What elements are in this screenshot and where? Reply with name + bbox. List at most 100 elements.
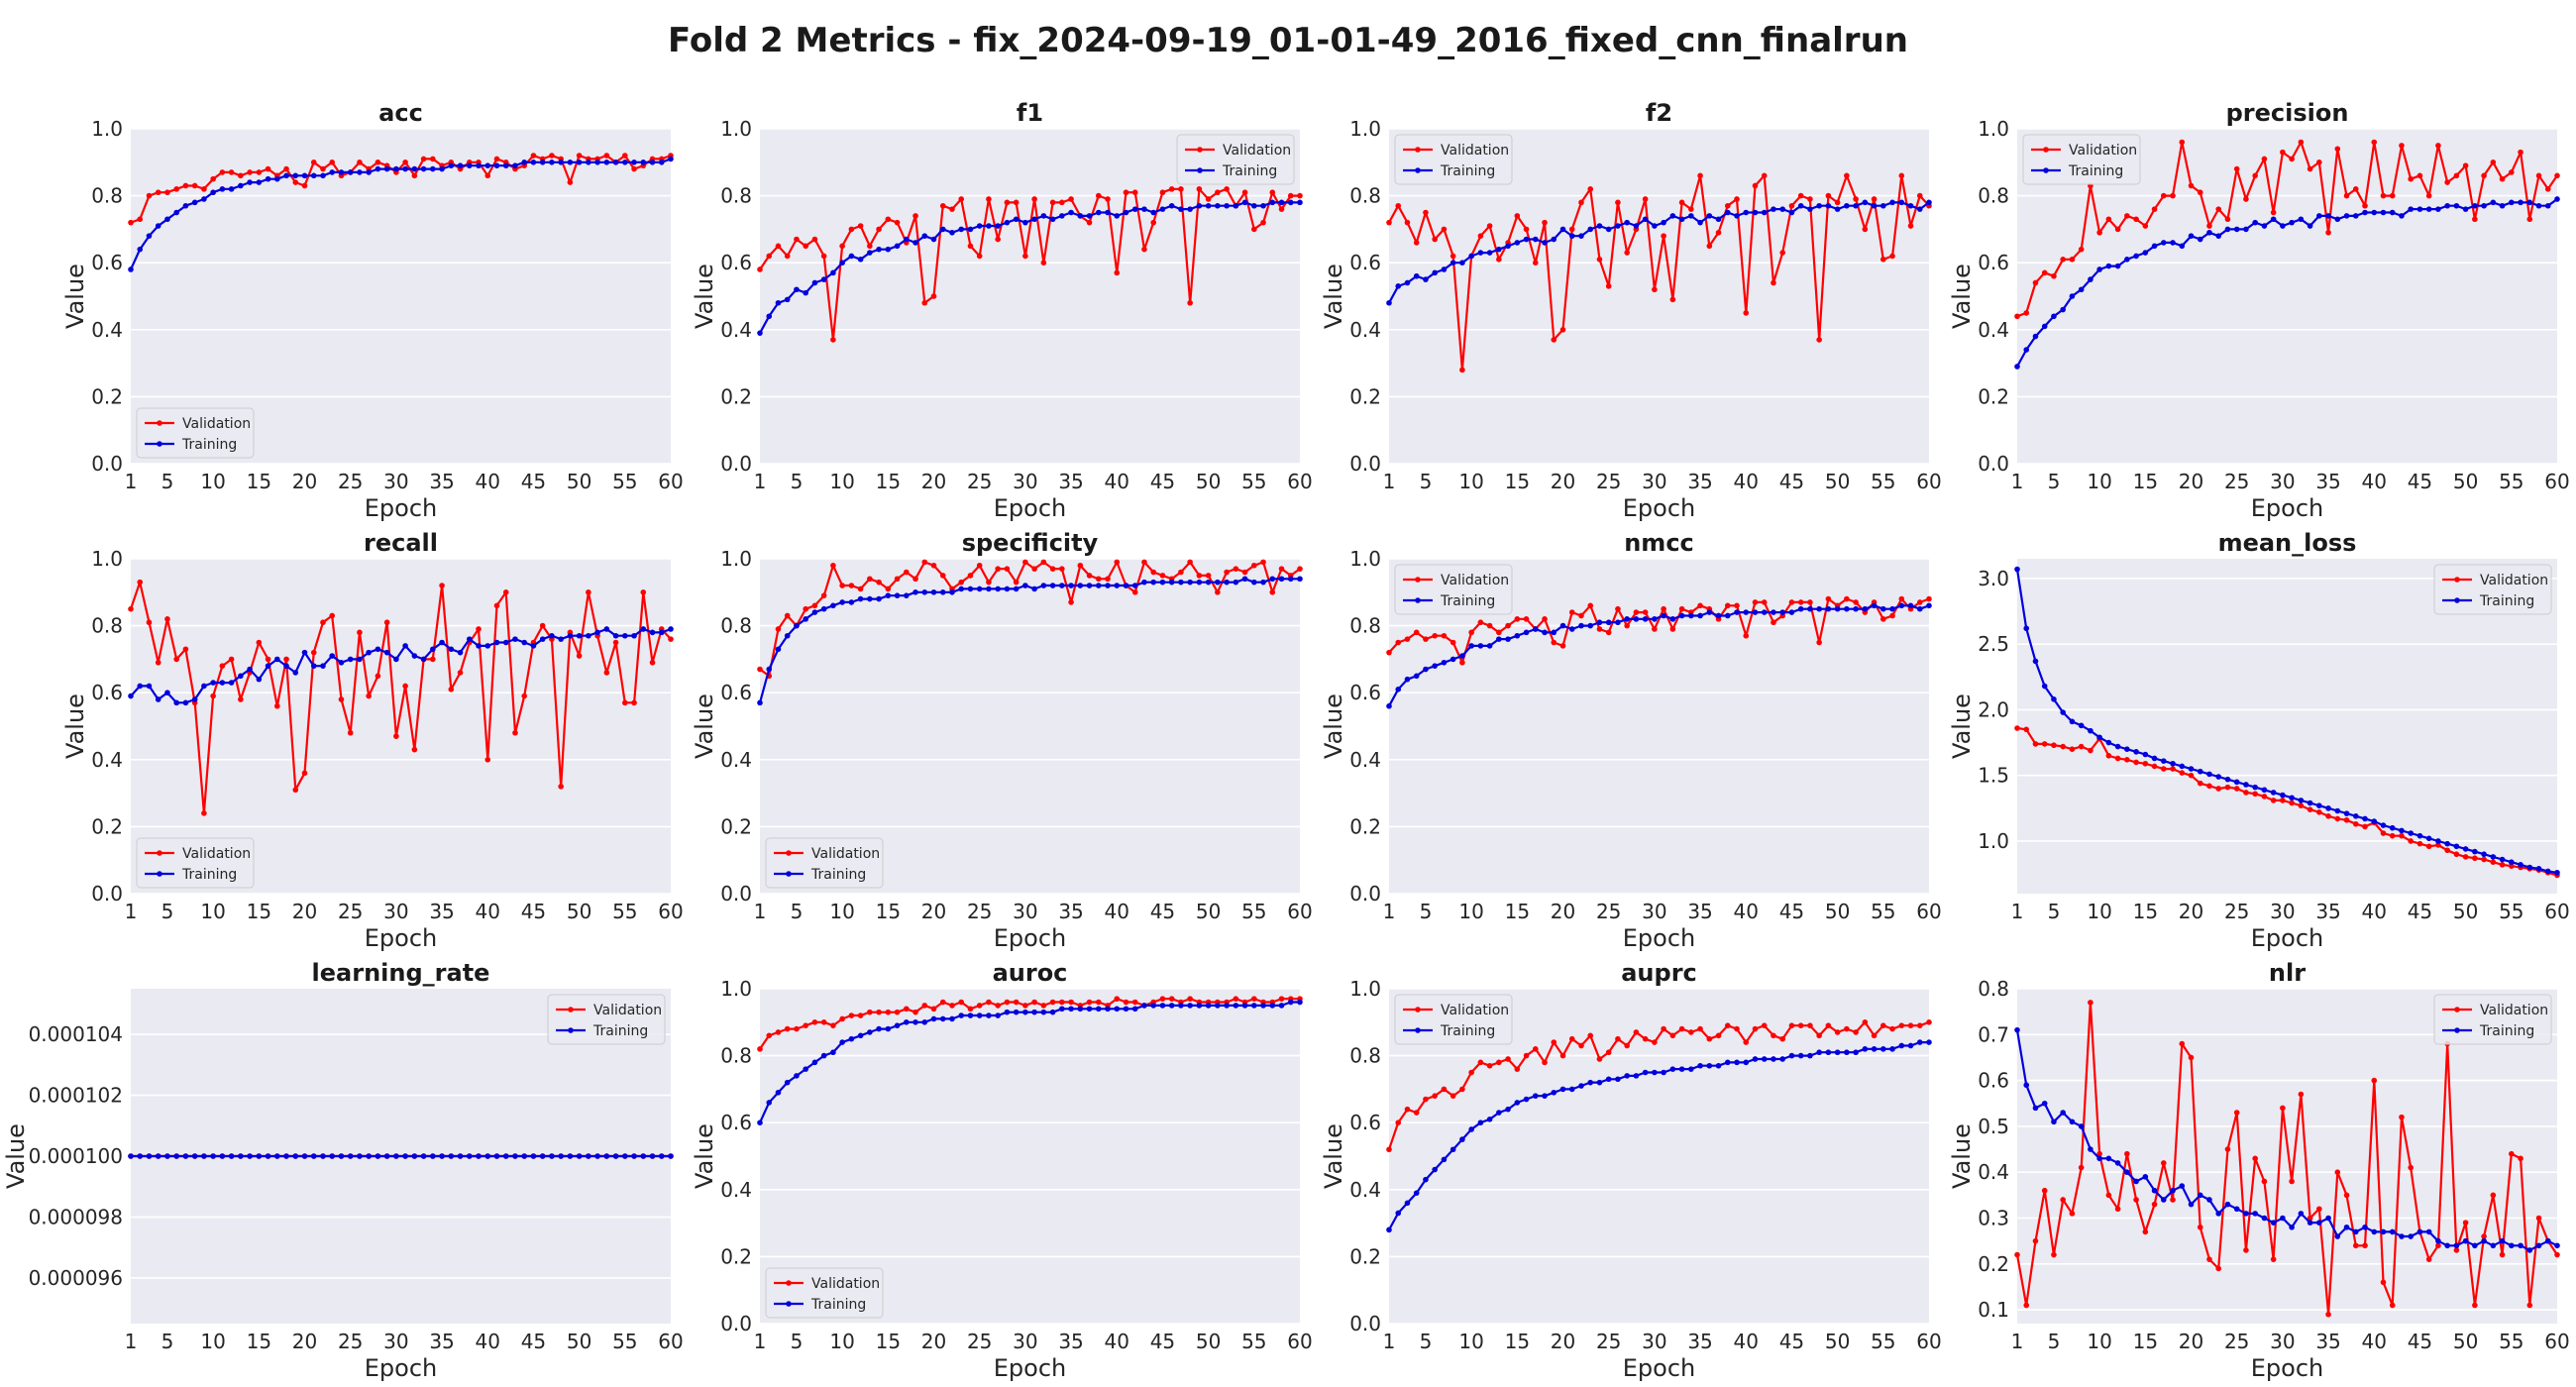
validation-point — [1413, 240, 1420, 246]
validation-point — [885, 216, 892, 223]
training-point — [1633, 223, 1640, 229]
validation-point — [1624, 250, 1630, 256]
training-point — [201, 1153, 207, 1159]
validation-point — [1278, 206, 1285, 212]
validation-point — [803, 605, 808, 612]
training-point — [2088, 1146, 2093, 1152]
training-point — [1486, 250, 1493, 256]
x-tick-label: 40 — [476, 470, 500, 493]
validation-point — [2371, 1077, 2378, 1084]
training-point — [347, 1153, 354, 1159]
x-tick-label: 1 — [754, 1330, 767, 1353]
validation-point — [2142, 223, 2149, 229]
x-tick-label: 50 — [567, 470, 591, 493]
validation-point — [1697, 1025, 1703, 1032]
x-tick-label: 35 — [1687, 900, 1712, 923]
training-point — [2499, 202, 2506, 209]
validation-point — [1013, 579, 1020, 586]
validation-point — [1788, 599, 1795, 605]
training-point — [549, 160, 555, 165]
y-tick-label: 0.8 — [91, 184, 123, 208]
training-point — [2509, 1242, 2515, 1249]
training-point — [1816, 1049, 1822, 1056]
training-point — [1642, 216, 1649, 223]
training-point — [1040, 583, 1047, 588]
validation-point — [2270, 1256, 2277, 1262]
validation-point — [1459, 659, 1465, 666]
validation-point — [2509, 169, 2515, 175]
validation-point — [2142, 1228, 2149, 1235]
training-point — [329, 169, 336, 175]
legend-marker-training — [157, 441, 162, 447]
training-point — [2425, 835, 2432, 842]
validation-point — [1797, 599, 1804, 605]
validation-point — [2435, 143, 2441, 149]
validation-point — [502, 589, 509, 595]
validation-point — [2124, 757, 2130, 763]
x-tick-label: 1 — [2011, 1330, 2024, 1353]
training-point — [1898, 1042, 1905, 1049]
training-point — [967, 586, 974, 592]
training-point — [539, 636, 546, 642]
validation-point — [173, 656, 179, 663]
training-point — [375, 1153, 381, 1159]
training-point — [912, 240, 918, 246]
training-point — [939, 226, 946, 233]
training-point — [1752, 1056, 1759, 1062]
training-point — [757, 1120, 763, 1125]
x-tick-label: 35 — [429, 900, 454, 923]
validation-point — [329, 160, 336, 165]
validation-point — [2481, 172, 2487, 179]
training-point — [1853, 1049, 1859, 1056]
training-point — [1844, 202, 1850, 209]
validation-point — [820, 253, 827, 260]
x-tick-label: 45 — [521, 900, 546, 923]
training-point — [1260, 202, 1266, 209]
training-point — [310, 663, 317, 669]
x-tick-label: 5 — [791, 470, 804, 493]
training-point — [191, 199, 198, 206]
training-point — [292, 670, 299, 676]
validation-point — [2170, 766, 2176, 772]
validation-point — [1761, 1022, 1768, 1028]
training-point — [2114, 1160, 2121, 1166]
training-point — [1224, 202, 1230, 209]
training-point — [2133, 253, 2139, 260]
validation-point — [1205, 196, 1212, 202]
x-tick-label: 10 — [200, 900, 225, 923]
training-point — [2343, 1224, 2350, 1230]
training-point — [1734, 609, 1740, 615]
training-point — [1834, 206, 1841, 212]
validation-point — [1844, 172, 1850, 179]
x-tick-label: 10 — [829, 470, 854, 493]
validation-point — [1678, 1025, 1685, 1032]
x-tick-label: 25 — [338, 900, 363, 923]
training-point — [949, 589, 955, 595]
legend-box — [1176, 134, 1295, 185]
validation-point — [1095, 999, 1102, 1006]
training-point — [457, 1153, 464, 1159]
training-point — [1724, 1059, 1731, 1066]
validation-point — [2416, 172, 2423, 179]
validation-point — [958, 999, 965, 1006]
training-point — [2334, 1233, 2341, 1239]
validation-point — [2041, 741, 2048, 747]
training-point — [1688, 612, 1694, 619]
validation-point — [1449, 253, 1456, 260]
validation-point — [811, 1019, 818, 1025]
legend-box — [2022, 134, 2141, 185]
training-point — [256, 676, 263, 683]
validation-point — [2088, 1000, 2093, 1006]
training-point — [2233, 226, 2240, 233]
validation-point — [1514, 1066, 1521, 1072]
x-tick-label: 5 — [1420, 900, 1433, 923]
training-point — [766, 666, 773, 673]
training-point — [1807, 605, 1813, 612]
training-point — [273, 175, 280, 182]
y-tick-label: 0.2 — [91, 384, 123, 408]
training-point — [1441, 267, 1448, 272]
validation-point — [1916, 192, 1923, 199]
validation-point — [1587, 1032, 1594, 1039]
training-point — [256, 1153, 263, 1159]
validation-point — [2544, 186, 2551, 192]
